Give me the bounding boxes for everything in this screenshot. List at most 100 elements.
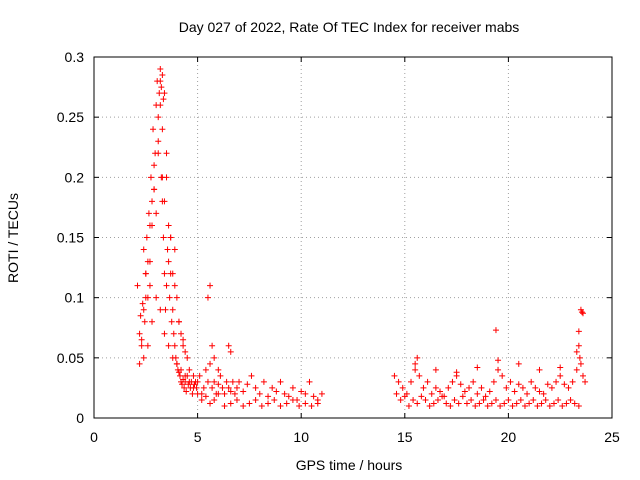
data-point bbox=[215, 366, 222, 373]
y-tick-label: 0.2 bbox=[65, 169, 85, 185]
data-point bbox=[577, 360, 584, 367]
data-point bbox=[169, 270, 176, 277]
data-point bbox=[393, 390, 400, 397]
data-point bbox=[209, 342, 216, 349]
data-point bbox=[550, 400, 557, 407]
y-tick-label: 0.15 bbox=[57, 230, 84, 246]
data-point bbox=[182, 372, 189, 379]
axes bbox=[93, 56, 613, 419]
data-point bbox=[225, 384, 232, 391]
data-point bbox=[432, 366, 439, 373]
data-point bbox=[571, 400, 578, 407]
data-point bbox=[200, 384, 207, 391]
data-point bbox=[488, 400, 495, 407]
data-point bbox=[521, 402, 528, 409]
data-point bbox=[163, 282, 170, 289]
data-point bbox=[575, 402, 582, 409]
data-point bbox=[499, 372, 506, 379]
data-point bbox=[171, 246, 178, 253]
data-point bbox=[165, 258, 172, 265]
data-point bbox=[140, 246, 147, 253]
data-point bbox=[155, 114, 162, 121]
data-point bbox=[410, 396, 417, 403]
data-point bbox=[137, 312, 144, 319]
data-point bbox=[265, 400, 272, 407]
data-point bbox=[455, 400, 462, 407]
x-tick-label: 5 bbox=[194, 429, 202, 445]
data-point bbox=[161, 198, 168, 205]
data-point bbox=[209, 384, 216, 391]
data-point bbox=[437, 388, 444, 395]
data-point bbox=[503, 384, 510, 391]
data-point bbox=[190, 372, 197, 379]
data-point bbox=[175, 318, 182, 325]
data-point bbox=[170, 330, 177, 337]
data-point bbox=[164, 246, 171, 253]
x-axis-label: GPS time / hours bbox=[296, 457, 403, 473]
data-point bbox=[466, 384, 473, 391]
data-point bbox=[167, 234, 174, 241]
data-point bbox=[207, 400, 214, 407]
x-tick-label: 10 bbox=[293, 429, 309, 445]
data-point bbox=[507, 378, 514, 385]
data-point bbox=[258, 402, 265, 409]
data-point bbox=[138, 342, 145, 349]
data-point bbox=[463, 400, 470, 407]
data-point bbox=[517, 396, 524, 403]
data-point bbox=[225, 342, 232, 349]
data-point bbox=[260, 378, 267, 385]
data-point bbox=[289, 396, 296, 403]
data-point bbox=[217, 372, 224, 379]
data-point bbox=[434, 396, 441, 403]
data-point bbox=[146, 282, 153, 289]
data-point bbox=[186, 378, 193, 385]
data-point bbox=[285, 393, 292, 400]
data-point bbox=[515, 381, 522, 388]
data-point bbox=[555, 396, 562, 403]
data-point bbox=[557, 364, 564, 371]
data-point bbox=[439, 393, 446, 400]
data-point bbox=[528, 378, 535, 385]
data-point bbox=[184, 354, 191, 361]
data-point bbox=[248, 372, 255, 379]
data-point bbox=[569, 378, 576, 385]
data-point bbox=[532, 384, 539, 391]
data-point bbox=[511, 388, 518, 395]
data-point bbox=[579, 372, 586, 379]
data-point bbox=[166, 294, 173, 301]
data-point bbox=[202, 393, 209, 400]
data-point bbox=[416, 372, 423, 379]
data-point bbox=[153, 210, 160, 217]
data-point bbox=[490, 378, 497, 385]
data-point bbox=[296, 402, 303, 409]
data-point bbox=[526, 400, 533, 407]
x-tick-label: 20 bbox=[501, 429, 517, 445]
x-tick-label: 25 bbox=[604, 429, 620, 445]
data-point bbox=[484, 402, 491, 409]
data-point bbox=[505, 396, 512, 403]
data-point bbox=[501, 400, 508, 407]
data-point bbox=[318, 390, 325, 397]
data-point bbox=[412, 366, 419, 373]
data-point bbox=[412, 360, 419, 367]
data-point bbox=[519, 384, 526, 391]
data-point bbox=[265, 393, 272, 400]
data-point bbox=[246, 400, 253, 407]
data-point bbox=[561, 381, 568, 388]
data-point bbox=[474, 390, 481, 397]
data-point bbox=[544, 381, 551, 388]
data-point bbox=[163, 150, 170, 157]
tick-labels: 0 5 10 15 20 25 0 0.05 0.1 0.15 0.2 0.25 0.3 bbox=[57, 49, 620, 445]
data-point bbox=[405, 402, 412, 409]
data-point bbox=[140, 306, 147, 313]
data-point bbox=[256, 390, 263, 397]
data-point bbox=[139, 300, 146, 307]
data-point bbox=[161, 270, 168, 277]
data-point bbox=[157, 102, 164, 109]
data-point bbox=[155, 150, 162, 157]
x-tick-label: 15 bbox=[397, 429, 413, 445]
data-point bbox=[244, 381, 251, 388]
data-point bbox=[524, 390, 531, 397]
data-point bbox=[215, 390, 222, 397]
